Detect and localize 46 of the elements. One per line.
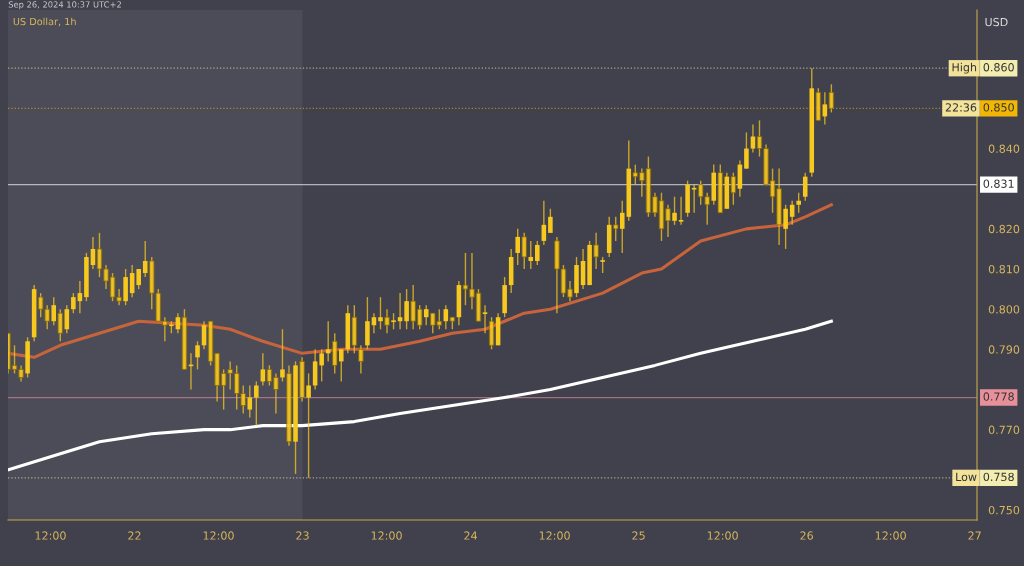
y-tick-label: 0.790 [988, 345, 1020, 354]
x-tick-label: 26 [800, 531, 813, 540]
y-tick-label: 0.820 [988, 224, 1020, 234]
candlestick [195, 340, 200, 371]
candlestick [691, 183, 698, 214]
candlestick [802, 171, 808, 202]
annotation: 22:36 [945, 103, 977, 112]
x-tick-label: 22 [128, 531, 141, 540]
y-tick-label: 0.840 [988, 144, 1020, 153]
candlestick [535, 240, 540, 266]
ref-line-label: 0.860 [983, 63, 1014, 72]
x-tick-label: 24 [464, 531, 478, 540]
y-tick-label: 0.810 [988, 264, 1020, 274]
ref-line-label: 0.850 [983, 103, 1014, 112]
text: Sep 26, 2024 10:37 UTC+2 [8, 1, 121, 10]
text: US Dollar, 1h [13, 17, 76, 27]
x-tick-label: 12:00 [875, 531, 906, 540]
candlestick [319, 348, 324, 383]
candlestick [71, 292, 76, 314]
x-tick-label: 12:00 [707, 531, 738, 540]
y-axis-title: USD [985, 17, 1008, 27]
candlestick [358, 344, 364, 375]
y-tick-label: 0.800 [988, 305, 1020, 314]
x-tick-label: 12:00 [203, 531, 234, 540]
y-tick-label: 0.750 [988, 505, 1020, 515]
candlestick [136, 268, 141, 290]
x-tick-label: 23 [296, 531, 309, 540]
x-tick-label: 25 [632, 531, 645, 540]
ref-line-label: 0.758 [983, 472, 1014, 482]
y-tick-label: 0.770 [988, 425, 1020, 435]
candlestick [796, 192, 801, 214]
line-series [8, 319, 833, 472]
candlestick [677, 196, 685, 226]
x-tick-label: 12:00 [539, 531, 570, 540]
x-tick-label: 12:00 [371, 531, 402, 540]
candlestick [254, 380, 259, 427]
ref-line-label: 0.831 [983, 179, 1014, 188]
candlestick [548, 208, 553, 234]
x-tick-label: 12:00 [35, 531, 66, 540]
candlestick [481, 304, 489, 334]
annotation: Low [956, 472, 977, 482]
annotation: High [952, 62, 977, 74]
ref-line-label: 0.778 [983, 392, 1014, 401]
candlestick [750, 123, 756, 154]
x-tick-label: 27 [968, 531, 981, 540]
candlestick [744, 131, 749, 170]
